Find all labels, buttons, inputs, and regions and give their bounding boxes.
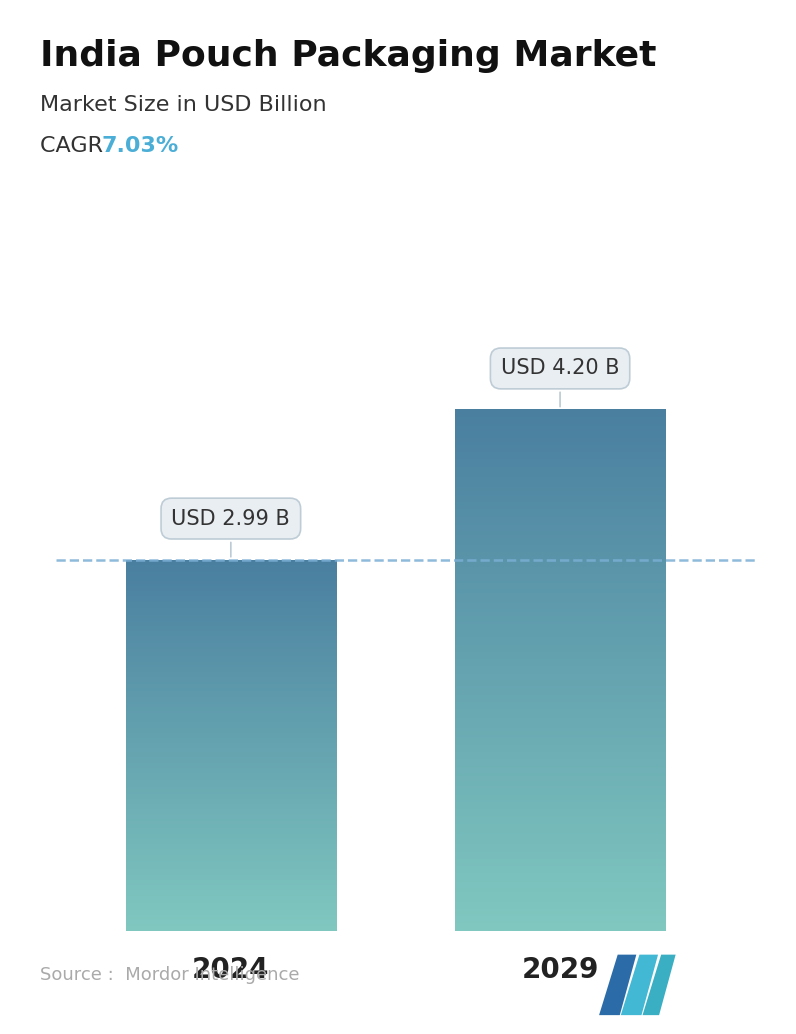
- Text: USD 4.20 B: USD 4.20 B: [501, 359, 619, 407]
- Polygon shape: [642, 954, 676, 1015]
- Text: Market Size in USD Billion: Market Size in USD Billion: [40, 95, 326, 115]
- Text: USD 2.99 B: USD 2.99 B: [171, 509, 291, 557]
- Polygon shape: [621, 954, 658, 1015]
- Text: 7.03%: 7.03%: [102, 136, 179, 156]
- Text: India Pouch Packaging Market: India Pouch Packaging Market: [40, 39, 656, 73]
- Text: CAGR: CAGR: [40, 136, 117, 156]
- Polygon shape: [599, 954, 636, 1015]
- Text: Source :  Mordor Intelligence: Source : Mordor Intelligence: [40, 967, 299, 984]
